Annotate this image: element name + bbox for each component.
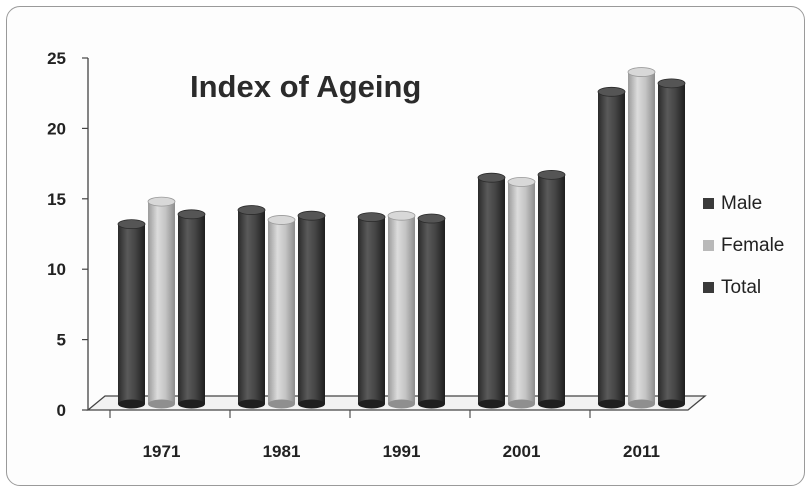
legend-label-female: Female [721,235,784,256]
legend-swatch-male [703,198,714,209]
x-tick-label: 1991 [383,442,421,461]
x-tick-label: 1981 [263,442,301,461]
bar-female-1981 [267,215,296,409]
bar-male-2001 [477,172,506,409]
legend-label-total: Total [721,277,761,298]
bar-male-1981 [237,205,266,409]
bar-total-2001 [537,169,566,409]
x-tick-label: 2001 [503,442,541,461]
y-tick-label: 10 [47,260,66,279]
y-tick-label: 5 [57,331,66,350]
y-tick-label: 25 [47,49,66,68]
bar-female-1971 [147,196,176,409]
chart-title: Index of Ageing [190,69,421,104]
bar-total-1971 [177,209,206,409]
legend-label-male: Male [721,193,762,214]
x-tick-label: 1971 [143,442,181,461]
bar-total-2011 [657,78,686,409]
bar-male-1991 [357,212,386,409]
legend-swatch-female [703,240,714,251]
bar-female-1991 [387,210,416,409]
y-tick-label: 20 [47,119,66,138]
bar-male-1971 [117,219,146,409]
x-tick-label: 2011 [623,442,660,461]
y-tick-label: 15 [47,190,66,209]
bar-total-1991 [417,213,446,409]
y-tick-label: 0 [57,401,66,420]
bar-total-1981 [297,210,326,409]
bar-female-2001 [507,177,536,409]
bar-male-2011 [597,86,626,409]
legend-swatch-total [703,282,714,293]
bar-female-2011 [627,67,656,409]
